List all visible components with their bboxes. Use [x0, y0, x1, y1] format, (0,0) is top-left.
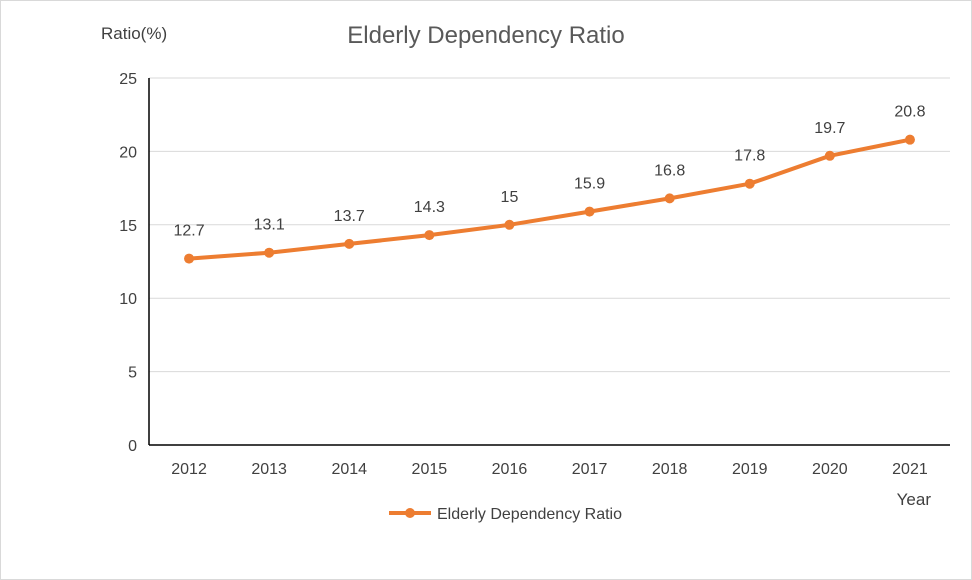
data-point-2014 [344, 238, 355, 249]
data-point-2015 [424, 230, 435, 241]
y-tick-15: 15 [119, 218, 137, 235]
data-labels: 12.7 13.1 13.7 14.3 15 15.9 16.8 17.8 19.7 20.8 [173, 104, 925, 240]
x-tick-2013: 2013 [251, 461, 287, 478]
data-point-2017 [584, 206, 595, 217]
x-tick-2021: 2021 [892, 461, 928, 478]
data-point-2018 [664, 193, 675, 204]
y-axis-label: Ratio(%) [101, 24, 167, 43]
data-label-2019: 17.8 [734, 148, 765, 165]
data-label-2012: 12.7 [173, 223, 204, 240]
data-label-2015: 14.3 [414, 199, 445, 216]
y-tick-20: 20 [119, 144, 137, 161]
axes [148, 78, 950, 446]
gridlines [149, 77, 950, 373]
data-point-2019 [744, 178, 755, 189]
y-tick-10: 10 [119, 291, 137, 308]
data-point-2020 [824, 150, 835, 161]
y-tick-labels: 0 5 10 15 20 25 [119, 71, 137, 455]
series-elderly-dependency-ratio [184, 134, 915, 264]
data-label-2016: 15 [501, 189, 519, 206]
x-tick-2012: 2012 [171, 461, 207, 478]
x-tick-2018: 2018 [652, 461, 688, 478]
data-point-2021 [904, 134, 915, 145]
x-axis-label: Year [897, 490, 932, 509]
x-tick-2019: 2019 [732, 461, 768, 478]
data-label-2017: 15.9 [574, 176, 605, 193]
y-tick-0: 0 [128, 438, 137, 455]
chart-title: Elderly Dependency Ratio [347, 22, 625, 49]
legend-point-marker [405, 508, 415, 518]
data-label-2014: 13.7 [334, 208, 365, 225]
x-tick-2020: 2020 [812, 461, 848, 478]
x-tick-labels: 2012 2013 2014 2015 2016 2017 2018 2019 2020 2021 [171, 461, 928, 478]
series-line [187, 137, 912, 261]
data-point-2016 [504, 219, 515, 230]
legend: Elderly Dependency Ratio [389, 506, 622, 523]
data-point-2013 [264, 247, 275, 258]
legend-entry-label: Elderly Dependency Ratio [437, 506, 622, 523]
x-tick-2016: 2016 [492, 461, 528, 478]
y-tick-25: 25 [119, 71, 137, 88]
y-tick-5: 5 [128, 365, 137, 382]
data-label-2021: 20.8 [894, 104, 925, 121]
x-tick-2014: 2014 [331, 461, 367, 478]
x-tick-2015: 2015 [412, 461, 448, 478]
data-point-2012 [184, 253, 195, 264]
x-tick-2017: 2017 [572, 461, 608, 478]
data-label-2020: 19.7 [814, 120, 845, 137]
data-label-2013: 13.1 [254, 217, 285, 234]
data-label-2018: 16.8 [654, 162, 685, 179]
